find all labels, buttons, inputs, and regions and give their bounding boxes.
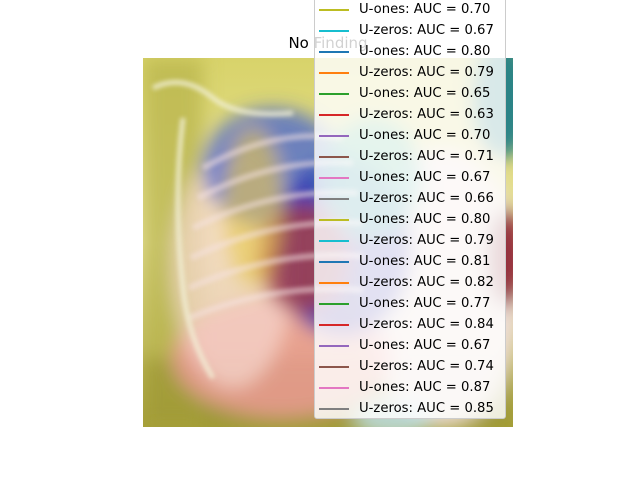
legend-line-swatch <box>319 134 349 137</box>
legend-line-swatch <box>319 407 349 410</box>
legend-entry-label: U-zeros: AUC = 0.79 <box>359 233 494 248</box>
legend-line-swatch <box>319 239 349 242</box>
legend-entry-label: U-ones: AUC = 0.80 <box>359 44 491 59</box>
legend-entry-label: U-zeros: AUC = 0.66 <box>359 191 494 206</box>
legend-line-swatch <box>319 323 349 326</box>
legend-entry-label: U-ones: AUC = 0.87 <box>359 380 491 395</box>
legend-line-swatch <box>319 29 349 32</box>
legend-entry: U-ones: AUC = 0.70 <box>315 0 505 20</box>
legend-entry: U-ones: AUC = 0.65 <box>315 83 505 104</box>
legend-entry: U-ones: AUC = 0.80 <box>315 209 505 230</box>
legend-entry: U-ones: AUC = 0.80 <box>315 41 505 62</box>
legend-line-swatch <box>319 8 349 11</box>
legend-entry: U-zeros: AUC = 0.67 <box>315 20 505 41</box>
legend-entry-label: U-zeros: AUC = 0.82 <box>359 275 494 290</box>
legend-entry: U-zeros: AUC = 0.82 <box>315 272 505 293</box>
legend-entry-label: U-ones: AUC = 0.65 <box>359 86 491 101</box>
legend-entry-label: U-zeros: AUC = 0.84 <box>359 317 494 332</box>
legend-entry: U-ones: AUC = 0.67 <box>315 335 505 356</box>
legend-entry-label: U-ones: AUC = 0.81 <box>359 254 491 269</box>
legend-entry: U-zeros: AUC = 0.85 <box>315 398 505 419</box>
legend-line-swatch <box>319 155 349 158</box>
legend-entry: U-ones: AUC = 0.77 <box>315 293 505 314</box>
legend-entry: U-zeros: AUC = 0.79 <box>315 62 505 83</box>
legend-entry: U-zeros: AUC = 0.84 <box>315 314 505 335</box>
legend-entry-label: U-zeros: AUC = 0.67 <box>359 23 494 38</box>
legend-entry-label: U-zeros: AUC = 0.63 <box>359 107 494 122</box>
legend-entry-label: U-zeros: AUC = 0.74 <box>359 359 494 374</box>
legend-line-swatch <box>319 50 349 53</box>
legend-entry: U-zeros: AUC = 0.74 <box>315 356 505 377</box>
legend: U-ones: AUC = 0.70 U-zeros: AUC = 0.67 U… <box>314 0 506 419</box>
legend-line-swatch <box>319 386 349 389</box>
legend-entry-label: U-zeros: AUC = 0.71 <box>359 149 494 164</box>
legend-line-swatch <box>319 218 349 221</box>
legend-entry: U-ones: AUC = 0.87 <box>315 377 505 398</box>
legend-entry: U-zeros: AUC = 0.66 <box>315 188 505 209</box>
legend-line-swatch <box>319 260 349 263</box>
legend-line-swatch <box>319 71 349 74</box>
legend-entry-label: U-ones: AUC = 0.70 <box>359 128 491 143</box>
legend-entry-label: U-zeros: AUC = 0.85 <box>359 401 494 416</box>
legend-line-swatch <box>319 176 349 179</box>
legend-entry: U-ones: AUC = 0.81 <box>315 251 505 272</box>
legend-entry-label: U-ones: AUC = 0.67 <box>359 170 491 185</box>
legend-entry: U-ones: AUC = 0.67 <box>315 167 505 188</box>
legend-line-swatch <box>319 344 349 347</box>
legend-entry-label: U-ones: AUC = 0.70 <box>359 2 491 17</box>
legend-line-swatch <box>319 113 349 116</box>
legend-entry: U-ones: AUC = 0.70 <box>315 125 505 146</box>
legend-entry: U-zeros: AUC = 0.79 <box>315 230 505 251</box>
legend-line-swatch <box>319 302 349 305</box>
legend-line-swatch <box>319 281 349 284</box>
legend-entry-label: U-ones: AUC = 0.67 <box>359 338 491 353</box>
legend-entry-label: U-ones: AUC = 0.80 <box>359 212 491 227</box>
legend-line-swatch <box>319 92 349 95</box>
legend-entry-label: U-ones: AUC = 0.77 <box>359 296 491 311</box>
legend-entry: U-zeros: AUC = 0.63 <box>315 104 505 125</box>
legend-entry-label: U-zeros: AUC = 0.79 <box>359 65 494 80</box>
legend-entry: U-zeros: AUC = 0.71 <box>315 146 505 167</box>
legend-line-swatch <box>319 197 349 200</box>
legend-line-swatch <box>319 365 349 368</box>
